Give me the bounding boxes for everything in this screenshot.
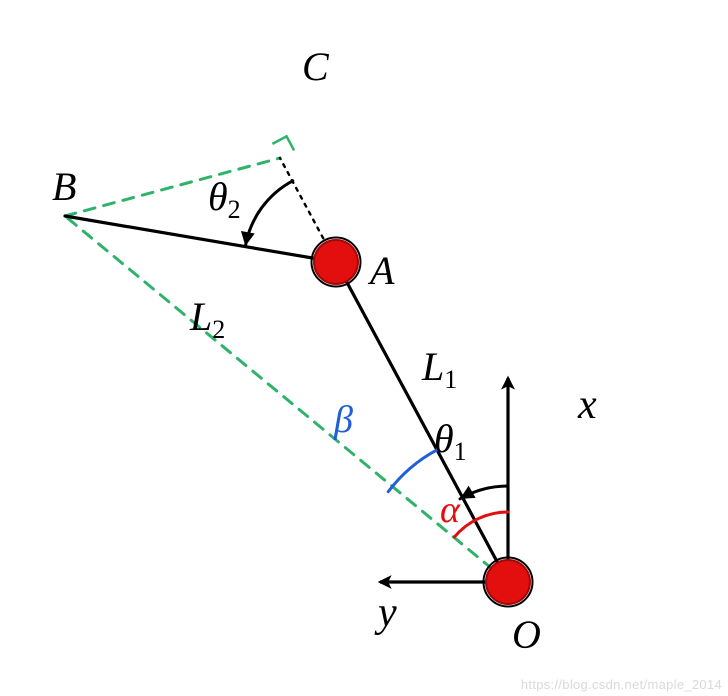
label-beta: β xyxy=(333,399,353,441)
label-theta2: θ2 xyxy=(208,174,241,224)
joint-O xyxy=(486,560,530,604)
arc-beta xyxy=(388,450,437,492)
label-L2: L2 xyxy=(189,294,225,344)
label-x: x xyxy=(577,382,597,428)
label-A: A xyxy=(367,248,395,293)
arc-theta2-arrow xyxy=(241,231,255,246)
watermark-text: https://blog.csdn.net/maple_2014 xyxy=(521,677,722,692)
line-BC-dashed xyxy=(65,158,280,216)
link-L1 xyxy=(336,262,508,582)
label-L1: L1 xyxy=(421,344,457,394)
joint-A xyxy=(314,240,358,284)
link-L2 xyxy=(65,216,336,262)
label-B: B xyxy=(52,164,76,209)
label-theta1: θ1 xyxy=(434,416,467,466)
label-O: O xyxy=(512,612,541,657)
label-y: y xyxy=(374,590,397,636)
label-C: C xyxy=(302,44,330,89)
label-alpha: α xyxy=(440,489,461,531)
right-angle-marker xyxy=(272,136,294,150)
